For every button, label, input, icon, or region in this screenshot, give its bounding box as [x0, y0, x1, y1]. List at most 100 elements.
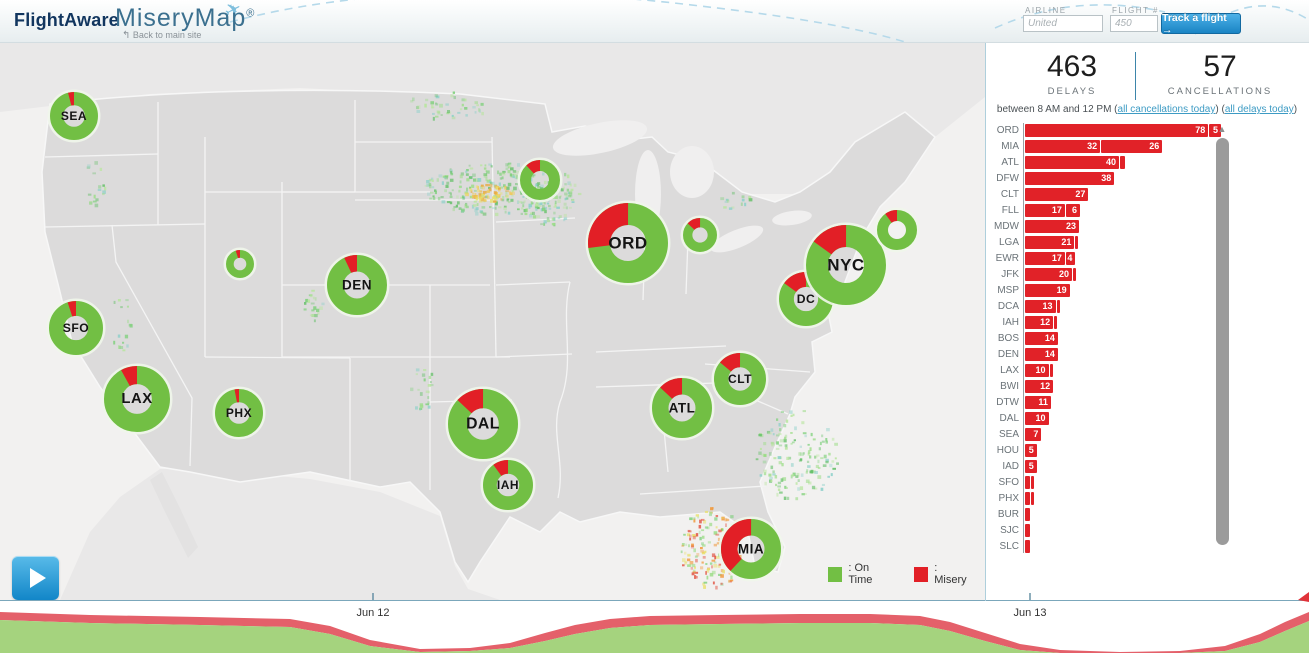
airport-code: JFK [1001, 269, 1019, 280]
airport-row-dal[interactable]: DAL 10 [985, 411, 1245, 427]
page-title: MiseryMap® [115, 4, 256, 32]
delays-stat: 463 DELAYS [1007, 50, 1137, 97]
airport-code: CLT [1000, 189, 1019, 200]
airport-row-ewr[interactable]: EWR 17 4 [985, 251, 1245, 267]
misery-label: : Misery [934, 562, 967, 586]
airport-donut-bos[interactable] [874, 207, 920, 253]
airport-donut-msp[interactable] [517, 157, 563, 203]
flight-number-input[interactable] [1110, 15, 1158, 32]
airport-donut-nyc[interactable]: NYC [803, 222, 889, 308]
airport-code: DTW [996, 397, 1019, 408]
airport-donut-iah[interactable]: IAH [480, 457, 536, 513]
airport-donut-ord[interactable]: ORD [585, 200, 671, 286]
airport-row-phx[interactable]: PHX [985, 491, 1245, 507]
airport-donut-dal[interactable]: DAL [445, 386, 521, 462]
airport-code: SLC [999, 541, 1019, 552]
flightaware-logo[interactable]: FlightAware [14, 10, 119, 30]
airport-donut-sfo[interactable]: SFO [46, 298, 106, 358]
airport-code-label: LAX [121, 391, 152, 407]
airport-code: DAL [999, 413, 1019, 424]
sidebar: 463 DELAYS 57 CANCELLATIONS between 8 AM… [985, 42, 1309, 600]
date-tick-label: Jun 13 [1013, 607, 1047, 619]
delays-bar: 14 [1025, 348, 1058, 361]
scrollbar-thumb[interactable] [1216, 138, 1229, 545]
delays-bar: 27 [1025, 188, 1089, 201]
play-button[interactable] [12, 556, 59, 600]
airport-code: BWI [1000, 381, 1019, 392]
airport-code: ATL [1001, 157, 1019, 168]
airport-donut-dtw[interactable] [680, 215, 720, 255]
delays-bar: 14 [1025, 332, 1058, 345]
airport-code-label: ORD [608, 234, 647, 253]
airport-row-mdw[interactable]: MDW 23 [985, 219, 1245, 235]
cancellations-bar [1073, 268, 1076, 281]
airport-row-slc[interactable]: SLC [985, 539, 1245, 555]
airport-row-sea[interactable]: SEA 7 [985, 427, 1245, 443]
airline-input[interactable] [1023, 15, 1103, 32]
airport-code-label: DAL [466, 416, 500, 433]
airport-row-lax[interactable]: LAX 10 [985, 363, 1245, 379]
cancellations-bar [1120, 156, 1125, 169]
airport-row-sfo[interactable]: SFO [985, 475, 1245, 491]
all-delays-link[interactable]: all delays today [1224, 104, 1294, 115]
airport-donut-phx[interactable]: PHX [212, 386, 266, 440]
airport-row-dtw[interactable]: DTW 11 [985, 395, 1245, 411]
airport-code: SFO [998, 477, 1019, 488]
airport-donut-clt[interactable]: CLT [711, 350, 769, 408]
airport-row-atl[interactable]: ATL 40 [985, 155, 1245, 171]
back-to-main-site-link[interactable]: ↰ Back to main site [122, 30, 202, 41]
airport-row-msp[interactable]: MSP 19 [985, 283, 1245, 299]
airport-donut-den[interactable]: DEN [324, 252, 390, 318]
date-tick-label: Jun 12 [356, 607, 390, 619]
delays-bar: 10 [1025, 412, 1049, 425]
time-range-line: between 8 AM and 12 PM (all cancellation… [985, 104, 1309, 115]
airport-code-label: DEN [342, 278, 372, 293]
airport-code: DEN [997, 349, 1019, 360]
airport-row-ord[interactable]: ORD 78 5 [985, 123, 1245, 139]
airport-donut-atl[interactable]: ATL [649, 375, 715, 441]
on-time-label: : On Time [848, 562, 873, 586]
airport-row-lga[interactable]: LGA 21 [985, 235, 1245, 251]
airport-row-jfk[interactable]: JFK 20 [985, 267, 1245, 283]
airport-donut-sea[interactable]: SEA [47, 89, 101, 143]
airport-row-bos[interactable]: BOS 14 [985, 331, 1245, 347]
delays-label: DELAYS [1047, 86, 1097, 97]
scroll-up-arrow[interactable]: ▲ [1217, 124, 1227, 134]
airport-row-dfw[interactable]: DFW 38 [985, 171, 1245, 187]
airport-row-iah[interactable]: IAH 12 [985, 315, 1245, 331]
cancellations-label: CANCELLATIONS [1167, 86, 1273, 97]
airport-row-fll[interactable]: FLL 17 6 [985, 203, 1245, 219]
timeline-current-marker [1298, 592, 1309, 602]
airport-donut-slc[interactable] [223, 247, 257, 281]
delays-bar: 5 [1025, 460, 1037, 473]
airport-code-label: CLT [728, 372, 752, 386]
header: FlightAware ✈ MiseryMap® ↰ Back to main … [0, 0, 1309, 43]
airport-row-clt[interactable]: CLT 27 [985, 187, 1245, 203]
airport-donut-lax[interactable]: LAX [101, 363, 173, 435]
airport-row-mia[interactable]: MIA 32 26 [985, 139, 1245, 155]
map-legend: : On Time : Misery [828, 562, 985, 586]
airport-row-bur[interactable]: BUR [985, 507, 1245, 523]
timeline[interactable]: Jun 12 Jun 13 [0, 592, 1309, 653]
registered-mark: ® [246, 7, 256, 20]
airport-code-label: SFO [63, 321, 89, 335]
airport-row-hou[interactable]: HOU 5 [985, 443, 1245, 459]
delays-bar [1025, 492, 1030, 505]
airport-row-den[interactable]: DEN 14 [985, 347, 1245, 363]
timeline-chart [0, 592, 1309, 653]
airport-row-dca[interactable]: DCA 13 [985, 299, 1245, 315]
delays-bar: 32 [1025, 140, 1101, 153]
airline-label: AIRLINE [1025, 6, 1067, 15]
airport-code-label: SEA [61, 109, 87, 123]
delays-bar: 12 [1025, 316, 1054, 329]
track-a-flight-button[interactable]: Track a flight → [1161, 12, 1241, 36]
airport-row-sjc[interactable]: SJC [985, 523, 1245, 539]
cancellations-value: 57 [1203, 50, 1237, 83]
back-arrow-icon: ↰ [122, 30, 131, 41]
airport-donut-mia[interactable]: MIA [718, 516, 784, 582]
stat-divider [1135, 52, 1136, 100]
airport-row-iad[interactable]: IAD 5 [985, 459, 1245, 475]
all-cancellations-link[interactable]: all cancellations today [1117, 104, 1216, 115]
airport-row-bwi[interactable]: BWI 12 [985, 379, 1245, 395]
airport-code: LGA [998, 237, 1019, 248]
